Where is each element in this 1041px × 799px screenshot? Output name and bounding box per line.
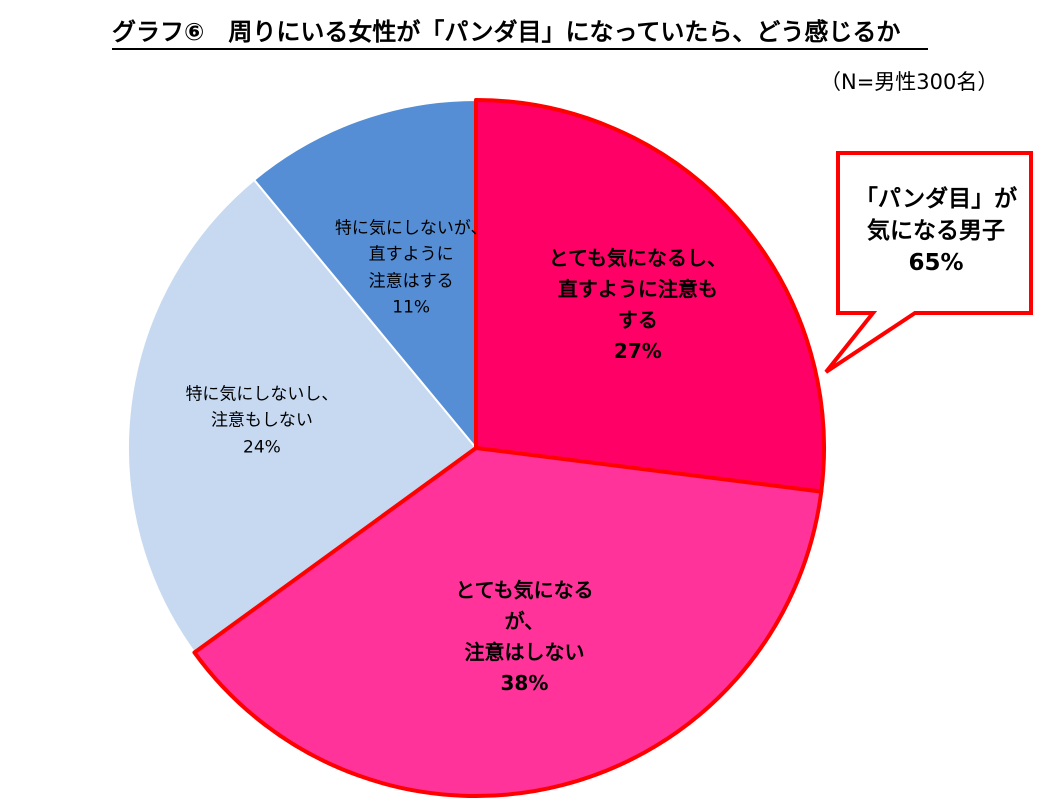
slice-label-3: 特に気にしないし、 注意もしない 24%	[185, 381, 338, 460]
slice-label-2: とても気になる が、注意はしない 38%	[455, 575, 593, 699]
chart-title: グラフ⑥ 周りにいる女性が「パンダ目」になっていたら、どう感じるか	[112, 12, 928, 50]
slice-label-3-line-2: 注意もしない	[210, 410, 313, 431]
slice-label-2-line-3: 注意はしない	[464, 639, 585, 664]
pie-slices	[127, 98, 826, 798]
callout-shape	[824, 151, 1033, 374]
slice-label-3-line-1: 特に気にしないし、	[185, 384, 339, 405]
slice-label-1-line-4: 27%	[613, 339, 662, 364]
callout-line-3: 65%	[908, 250, 964, 277]
pie-slice-4	[253, 99, 477, 449]
callout-line-2: 気になる男子	[867, 218, 1005, 245]
slice-label-1: とても気になるし、 直すように注意も する 27%	[549, 243, 727, 367]
pie-slice-2	[192, 446, 824, 798]
slice-label-4-line-4: 11%	[392, 297, 431, 318]
slice-label-4-line-2: 直すように	[368, 244, 454, 265]
slice-label-4-line-3: 注意はする	[368, 270, 454, 291]
slice-label-2-line-2: が、	[504, 608, 545, 633]
callout-text: 「パンダ目」が 気になる男子 65%	[843, 183, 1029, 280]
slice-label-2-line-4: 38%	[500, 670, 549, 695]
slice-label-3-line-3: 24%	[243, 437, 281, 458]
callout-box	[824, 151, 1033, 374]
slice-label-4-line-1: 特に気にしないが、	[334, 218, 488, 239]
slice-label-1-line-1: とても気になるし、	[548, 246, 728, 271]
pie-slice-1	[474, 98, 826, 494]
slice-label-4: 特に気にしないが、 直すように注意はする 11%	[335, 215, 488, 320]
slice-label-1-line-3: する	[617, 308, 658, 333]
slice-label-2-line-1: とても気になる	[455, 577, 594, 602]
sample-size-note: （N=男性300名）	[820, 70, 999, 94]
callout-line-1: 「パンダ目」が	[854, 186, 1018, 212]
slice-label-1-line-2: 直すように注意も	[557, 277, 718, 302]
pie-slice-3	[127, 178, 477, 654]
